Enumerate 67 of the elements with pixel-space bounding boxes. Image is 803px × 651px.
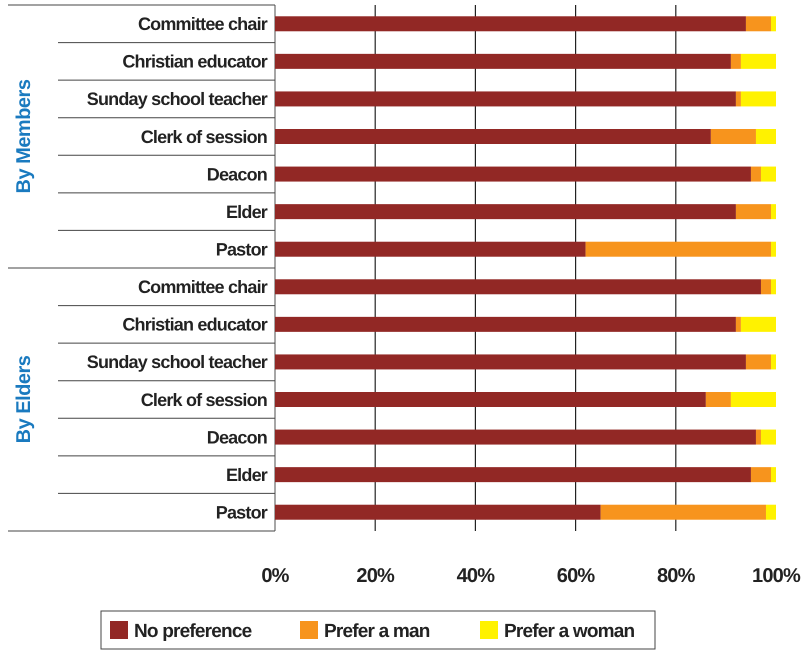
- bar: [710, 129, 756, 144]
- bar: [770, 204, 776, 220]
- bar: [740, 91, 776, 106]
- y-tick-label: Clerk of session: [140, 390, 267, 410]
- x-tick-label: 80%: [656, 565, 696, 587]
- y-tick-label: Elder: [226, 464, 268, 485]
- bar: [730, 54, 741, 69]
- x-tick-label: 60%: [556, 565, 596, 587]
- bar: [730, 392, 776, 407]
- bar: [275, 54, 731, 69]
- bar: [756, 129, 776, 144]
- bar: [275, 354, 746, 370]
- y-tick-label: Deacon: [206, 164, 267, 184]
- x-tick-label: 0%: [261, 565, 290, 587]
- bar: [586, 242, 771, 257]
- x-tick-label: 40%: [456, 565, 496, 587]
- bar: [756, 430, 761, 445]
- bar: [760, 166, 776, 182]
- bar: [736, 316, 741, 332]
- text: By Members: [13, 79, 35, 194]
- bar: [740, 54, 776, 69]
- y-tick-label: Pastor: [216, 240, 268, 260]
- bar: [275, 204, 736, 220]
- bar: [760, 430, 776, 445]
- bar: [275, 242, 586, 257]
- legend-label: No preference: [134, 621, 252, 642]
- y-tick-label: Committee chair: [138, 14, 268, 34]
- bar: [766, 504, 776, 520]
- bar: [746, 354, 771, 370]
- bar: [275, 467, 751, 482]
- bar: [275, 504, 601, 520]
- y-tick-label: Christian educator: [122, 52, 268, 72]
- bar: [770, 467, 776, 482]
- bar: [740, 316, 776, 332]
- bar: [706, 392, 731, 407]
- bar: [275, 316, 736, 332]
- bar: [770, 354, 776, 370]
- bar: [736, 204, 771, 220]
- y-tick-label: Committee chair: [138, 277, 268, 298]
- bar: [736, 91, 741, 106]
- y-tick-label: Christian educator: [122, 314, 268, 335]
- bar: [750, 166, 761, 182]
- bar: [275, 430, 756, 445]
- bar: [275, 166, 751, 182]
- bar: [600, 504, 766, 520]
- bar: [275, 16, 746, 32]
- legend-label: Prefer a woman: [504, 621, 634, 642]
- bar: [275, 91, 736, 106]
- x-tick-label: 100%: [752, 565, 801, 587]
- bar: [770, 242, 776, 257]
- y-tick-label: Deacon: [206, 427, 267, 448]
- y-tick-label: Sunday school teacher: [86, 89, 268, 110]
- y-tick-label: Sunday school teacher: [86, 352, 268, 372]
- bar: [746, 16, 771, 32]
- bar: [770, 279, 776, 294]
- bar: [275, 129, 711, 144]
- bar: [750, 467, 771, 482]
- bar: [760, 279, 771, 294]
- legend-label: Prefer a man: [324, 621, 430, 642]
- bar: [770, 16, 776, 32]
- x-tick-label: 20%: [356, 565, 396, 587]
- y-tick-label: Clerk of session: [140, 126, 267, 147]
- text: By Elders: [13, 355, 35, 444]
- y-tick-label: Pastor: [216, 502, 268, 523]
- y-tick-label: Elder: [226, 202, 268, 222]
- bar: [275, 279, 761, 294]
- bar: [275, 392, 706, 407]
